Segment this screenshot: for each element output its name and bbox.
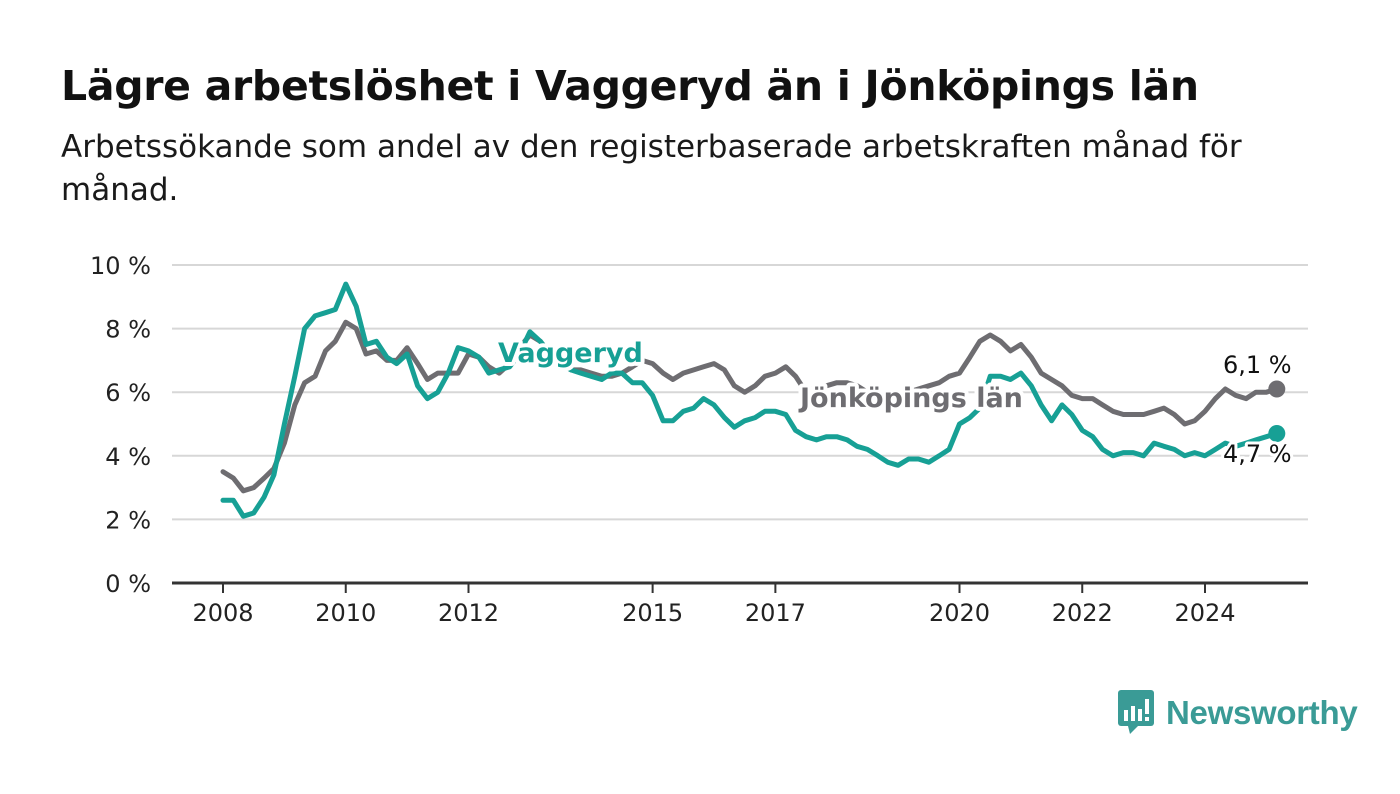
series-line-vaggeryd: [220, 281, 1280, 519]
y-tick-label: 6 %: [105, 379, 151, 407]
x-tick-label: 2010: [315, 599, 376, 627]
y-tick-label: 4 %: [105, 443, 151, 471]
y-tick-label: 2 %: [105, 506, 151, 534]
bar-chart-speech-icon: [1118, 690, 1154, 734]
y-tick-label: 10 %: [90, 252, 151, 280]
x-axis-ticks: 2008 2010 2012 2015 2017 2020 2022 2024: [192, 583, 1236, 627]
series-label-jonkopings-lan: Jönköpings län: [798, 383, 1023, 414]
x-tick-label: 2015: [622, 599, 683, 627]
y-tick-label: 8 %: [105, 316, 151, 344]
series-line-jonkopings-lan: [220, 319, 1280, 494]
end-point-jonkopings-lan: [1268, 380, 1286, 398]
newsworthy-logo: Newsworthy: [1118, 690, 1358, 736]
x-tick-label: 2008: [192, 599, 253, 627]
gridlines: [172, 264, 1308, 585]
end-point-vaggeryd: [1268, 425, 1286, 443]
brand-name: Newsworthy: [1166, 694, 1358, 731]
series-label-vaggeryd: Vaggeryd: [498, 338, 643, 369]
x-tick-label: 2012: [438, 599, 499, 627]
x-tick-label: 2024: [1174, 599, 1235, 627]
x-tick-label: 2022: [1052, 599, 1113, 627]
x-tick-label: 2020: [929, 599, 990, 627]
chart-title: Lägre arbetslöshet i Vaggeryd än i Jönkö…: [61, 62, 1199, 110]
end-value-label-jonkopings-lan: 6,1 %: [1223, 351, 1292, 379]
end-value-label-vaggeryd: 4,7 %: [1223, 440, 1292, 468]
y-tick-label: 0 %: [105, 570, 151, 598]
series-lines: [220, 281, 1286, 519]
series-labels: Vaggeryd Jönköpings län 6,1 % 4,7 %: [494, 334, 1295, 471]
y-axis-ticks: 0 % 2 % 4 % 6 % 8 % 10 %: [90, 252, 151, 598]
x-tick-label: 2017: [745, 599, 806, 627]
chart-subtitle: Arbetssökande som andel av den registerb…: [61, 129, 1242, 208]
